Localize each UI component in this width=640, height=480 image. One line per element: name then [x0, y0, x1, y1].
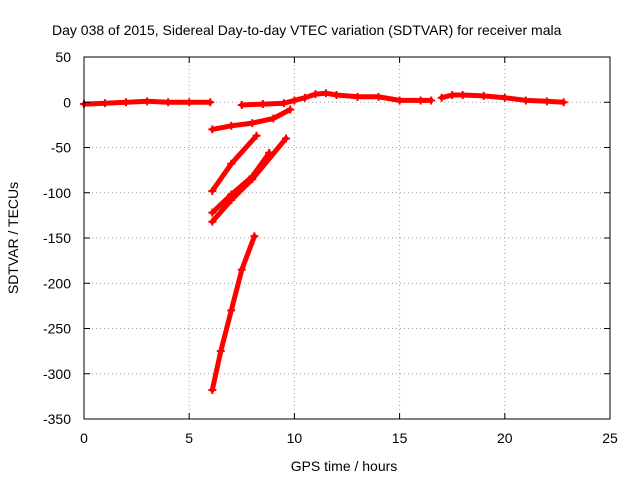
data-point	[448, 91, 457, 100]
data-point	[437, 93, 446, 102]
series-line-6	[209, 150, 272, 216]
data-point	[216, 347, 225, 356]
data-point	[252, 131, 261, 140]
data-point	[208, 208, 217, 217]
data-point	[321, 89, 330, 98]
series-group	[80, 89, 568, 395]
data-point	[458, 91, 467, 100]
data-point	[374, 92, 383, 101]
tick-labels: 0 5 10 15 20 25 50 0 -50 -100 -150 -200 -250 -300 -350	[43, 49, 618, 446]
y-tick-label: -350	[43, 411, 71, 427]
data-point	[227, 159, 236, 168]
x-tick-label: 20	[497, 430, 513, 446]
y-tick-label: 0	[63, 94, 71, 110]
plot-frame	[83, 56, 611, 420]
x-tick-label: 0	[80, 430, 88, 446]
data-point	[286, 105, 295, 114]
y-axis-label: SDTVAR / TECUs	[5, 182, 21, 294]
data-point	[542, 97, 551, 106]
data-point	[269, 114, 278, 123]
data-point	[290, 96, 299, 105]
y-tick-label: -150	[43, 230, 71, 246]
y-tick-label: -250	[43, 321, 71, 337]
data-point	[143, 97, 152, 106]
data-point	[208, 186, 217, 195]
data-point	[395, 96, 404, 105]
data-point	[206, 98, 215, 107]
data-point	[237, 265, 246, 274]
data-point	[332, 91, 341, 100]
data-point	[279, 99, 288, 108]
data-point	[227, 121, 236, 130]
x-tick-label: 15	[392, 430, 408, 446]
data-point	[208, 386, 217, 395]
x-tick-label: 10	[287, 430, 303, 446]
y-tick-label: -300	[43, 366, 71, 382]
series-line-4	[209, 107, 293, 132]
series-line-7	[209, 135, 289, 225]
data-point	[208, 217, 217, 226]
series-line-8	[209, 233, 257, 393]
x-axis-label: GPS time / hours	[291, 458, 398, 474]
data-point	[122, 98, 131, 107]
data-point	[237, 100, 246, 109]
data-point	[353, 92, 362, 101]
x-tick-label: 25	[602, 430, 618, 446]
data-point	[250, 232, 259, 241]
data-point	[164, 98, 173, 107]
data-point	[300, 93, 309, 102]
data-point	[258, 100, 267, 109]
data-point	[559, 98, 568, 107]
data-point	[248, 119, 257, 128]
y-tick-label: -100	[43, 185, 71, 201]
data-point	[281, 134, 290, 143]
data-point	[208, 125, 217, 134]
data-point	[185, 98, 194, 107]
data-point	[521, 96, 530, 105]
data-point	[500, 93, 509, 102]
grid-lines	[84, 57, 610, 419]
data-point	[227, 306, 236, 315]
data-point	[479, 91, 488, 100]
tick-marks	[83, 56, 611, 420]
data-point	[427, 96, 436, 105]
chart-title: Day 038 of 2015, Sidereal Day-to-day VTE…	[52, 22, 562, 38]
y-tick-label: -50	[51, 140, 71, 156]
data-point	[101, 99, 110, 108]
x-tick-label: 5	[185, 430, 193, 446]
y-tick-label: 50	[55, 49, 71, 65]
y-tick-label: -200	[43, 275, 71, 291]
data-point	[227, 195, 236, 204]
data-point	[416, 96, 425, 105]
data-point	[248, 175, 257, 184]
data-point	[311, 90, 320, 99]
